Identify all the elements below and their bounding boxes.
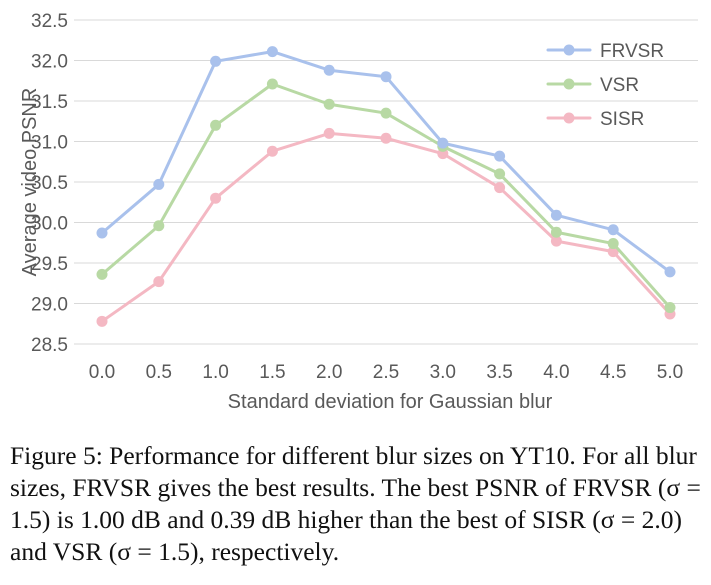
data-point [323, 98, 335, 110]
x-tick-label: 3.5 [486, 362, 512, 383]
y-tick-label: 28.5 [31, 335, 68, 356]
chart-area: 28.5 29.0 29.5 30.0 30.5 31.0 31.5 32.0 32.5 0.0… [19, 11, 698, 413]
data-point [494, 150, 506, 162]
grid-lines [74, 19, 698, 345]
legend-marker [563, 112, 575, 124]
legend-item: FRVSR [546, 41, 664, 62]
x-tick-label: 4.0 [543, 362, 569, 383]
series-sisr [96, 127, 676, 327]
x-tick-label: 0.5 [146, 362, 172, 383]
data-point [96, 315, 108, 327]
series-frvsr [96, 46, 676, 278]
data-point [323, 64, 335, 76]
y-tick-label: 29.5 [31, 254, 68, 275]
x-tick-label: 0.0 [89, 362, 115, 383]
legend: FRVSR VSR SISR [546, 41, 664, 130]
data-point [153, 276, 165, 288]
y-tick-label: 32.5 [31, 11, 68, 32]
line-chart: 28.5 29.0 29.5 30.0 30.5 31.0 31.5 32.0 32.5 0.0… [19, 11, 698, 413]
y-tick-label: 32.0 [31, 52, 68, 73]
data-point [550, 226, 562, 238]
series-lines [96, 46, 676, 327]
legend-marker [563, 44, 575, 56]
y-axis-label: Average video PSNR [19, 88, 41, 277]
data-point [266, 46, 278, 58]
y-tick-labels: 28.5 29.0 29.5 30.0 30.5 31.0 31.5 32.0 32.5 [31, 11, 68, 356]
data-point [96, 268, 108, 280]
data-point [96, 227, 108, 239]
legend-marker [563, 78, 575, 90]
data-point [266, 145, 278, 157]
data-point [607, 224, 619, 236]
data-point [380, 132, 392, 144]
data-point [607, 238, 619, 250]
data-point [437, 137, 449, 149]
data-point [494, 182, 506, 194]
x-tick-label: 3.0 [430, 362, 456, 383]
data-point [323, 127, 335, 139]
x-tick-label: 1.0 [202, 362, 228, 383]
legend-item: VSR [546, 75, 639, 96]
data-point [664, 266, 676, 278]
data-point [550, 235, 562, 247]
data-point [494, 168, 506, 180]
data-point [266, 78, 278, 90]
x-tick-label: 5.0 [657, 362, 683, 383]
data-point [210, 192, 222, 204]
series-line [100, 131, 672, 323]
x-tick-label: 2.0 [316, 362, 342, 383]
data-point [380, 107, 392, 119]
x-tick-label: 1.5 [259, 362, 285, 383]
x-tick-label: 4.5 [600, 362, 626, 383]
data-point [153, 178, 165, 190]
legend-label: FRVSR [600, 41, 664, 62]
data-point [550, 209, 562, 221]
data-point [210, 119, 222, 131]
legend-label: SISR [600, 109, 644, 130]
y-tick-label: 30.0 [31, 214, 68, 235]
data-point [380, 71, 392, 83]
data-point [210, 55, 222, 67]
y-tick-label: 31.5 [31, 92, 68, 113]
y-tick-label: 30.5 [31, 173, 68, 194]
y-tick-label: 31.0 [31, 133, 68, 154]
data-point [664, 302, 676, 314]
legend-item: SISR [546, 109, 644, 130]
x-axis-label: Standard deviation for Gaussian blur [228, 391, 553, 413]
legend-label: VSR [600, 75, 639, 96]
x-tick-labels: 0.0 0.5 1.0 1.5 2.0 2.5 3.0 3.5 4.0 4.5 5.0 [89, 362, 683, 383]
figure-caption: Figure 5: Performance for different blur… [10, 441, 701, 566]
x-tick-label: 2.5 [373, 362, 399, 383]
y-tick-label: 29.0 [31, 295, 68, 316]
series-vsr [96, 78, 676, 314]
data-point [153, 220, 165, 232]
